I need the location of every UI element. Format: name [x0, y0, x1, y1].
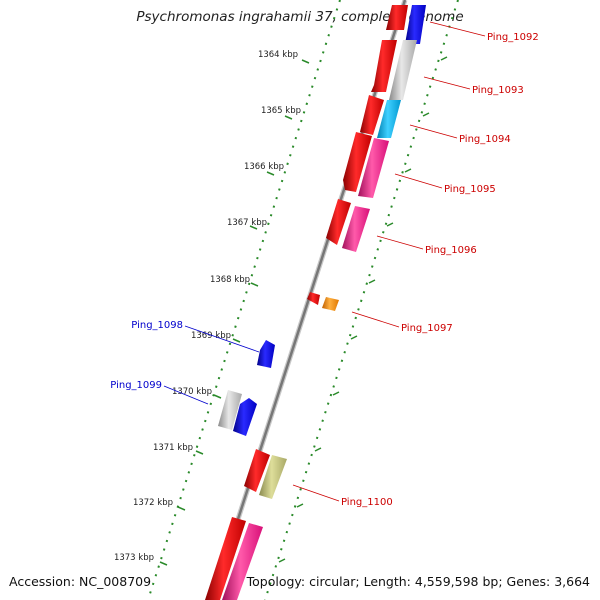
kbp-tick-label: 1370 kbp — [172, 387, 212, 397]
kbp-tick-label: 1365 kbp — [261, 106, 301, 116]
forward-genes — [205, 5, 426, 600]
kbp-tick-label: 1366 kbp — [244, 162, 284, 172]
gene-1099-arrow[interactable] — [233, 398, 257, 436]
kbp-tick-label: 1372 kbp — [133, 498, 173, 508]
gene-1094-cds[interactable] — [377, 100, 401, 138]
kbp-tick-label: 1371 kbp — [153, 443, 193, 453]
gene-1100-arrow[interactable] — [244, 449, 270, 492]
map-title: Psychromonas ingrahamii 37, complete gen… — [136, 9, 464, 25]
gene-1097-cds[interactable] — [322, 297, 339, 311]
gene-label[interactable]: Ping_1099 — [110, 380, 162, 391]
gene-label[interactable]: Ping_1092 — [487, 32, 539, 43]
gene-1095-arrow[interactable] — [343, 132, 372, 192]
gene-label[interactable]: Ping_1100 — [341, 497, 393, 508]
gene-1098-arrow[interactable] — [257, 340, 275, 368]
gene-1101-cds[interactable] — [222, 523, 263, 600]
gene-label[interactable]: Ping_1096 — [425, 245, 477, 256]
kbp-tick-label: 1369 kbp — [191, 331, 231, 341]
kbp-tick-label: 1368 kbp — [210, 275, 250, 285]
gene-1092-arrow[interactable] — [386, 5, 408, 30]
outer-track-ticks — [278, 56, 448, 563]
gene-1100-cds[interactable] — [259, 455, 287, 499]
reverse-gene-labels: Ping_1098 Ping_1099 — [110, 320, 260, 405]
gene-label[interactable]: Ping_1097 — [401, 323, 453, 334]
gene-1093-cds[interactable] — [389, 40, 417, 100]
forward-gene-labels: Ping_1092 Ping_1093 Ping_1094 Ping_1095 … — [292, 21, 539, 508]
gene-label[interactable]: Ping_1093 — [472, 85, 524, 96]
tick-track-outer — [264, 0, 459, 600]
gene-1096-arrow[interactable] — [326, 199, 351, 245]
gene-label[interactable]: Ping_1098 — [131, 320, 183, 331]
kbp-ticks: 1364 kbp 1365 kbp 1366 kbp 1367 kbp 1368… — [114, 50, 310, 566]
gene-1093-arrow[interactable] — [371, 40, 397, 92]
gene-label[interactable]: Ping_1094 — [459, 134, 511, 145]
gene-1096-cds[interactable] — [342, 206, 370, 252]
reverse-genes — [218, 340, 275, 436]
gene-1095-cds[interactable] — [358, 138, 389, 198]
gene-1101-arrow[interactable] — [205, 517, 246, 600]
accession-text: Accession: NC_008709 — [9, 574, 152, 589]
gene-1097-arrow[interactable] — [307, 292, 320, 305]
gene-label[interactable]: Ping_1095 — [444, 184, 496, 195]
gene-1094-arrow[interactable] — [360, 95, 384, 135]
topology-text: Topology: circular; Length: 4,559,598 bp… — [246, 574, 590, 589]
kbp-tick-label: 1367 kbp — [227, 218, 267, 228]
kbp-tick-label: 1364 kbp — [258, 50, 298, 60]
gene-1099-gray[interactable] — [218, 390, 242, 430]
gene-1092-cds[interactable] — [405, 5, 426, 44]
kbp-tick-label: 1373 kbp — [114, 553, 154, 563]
